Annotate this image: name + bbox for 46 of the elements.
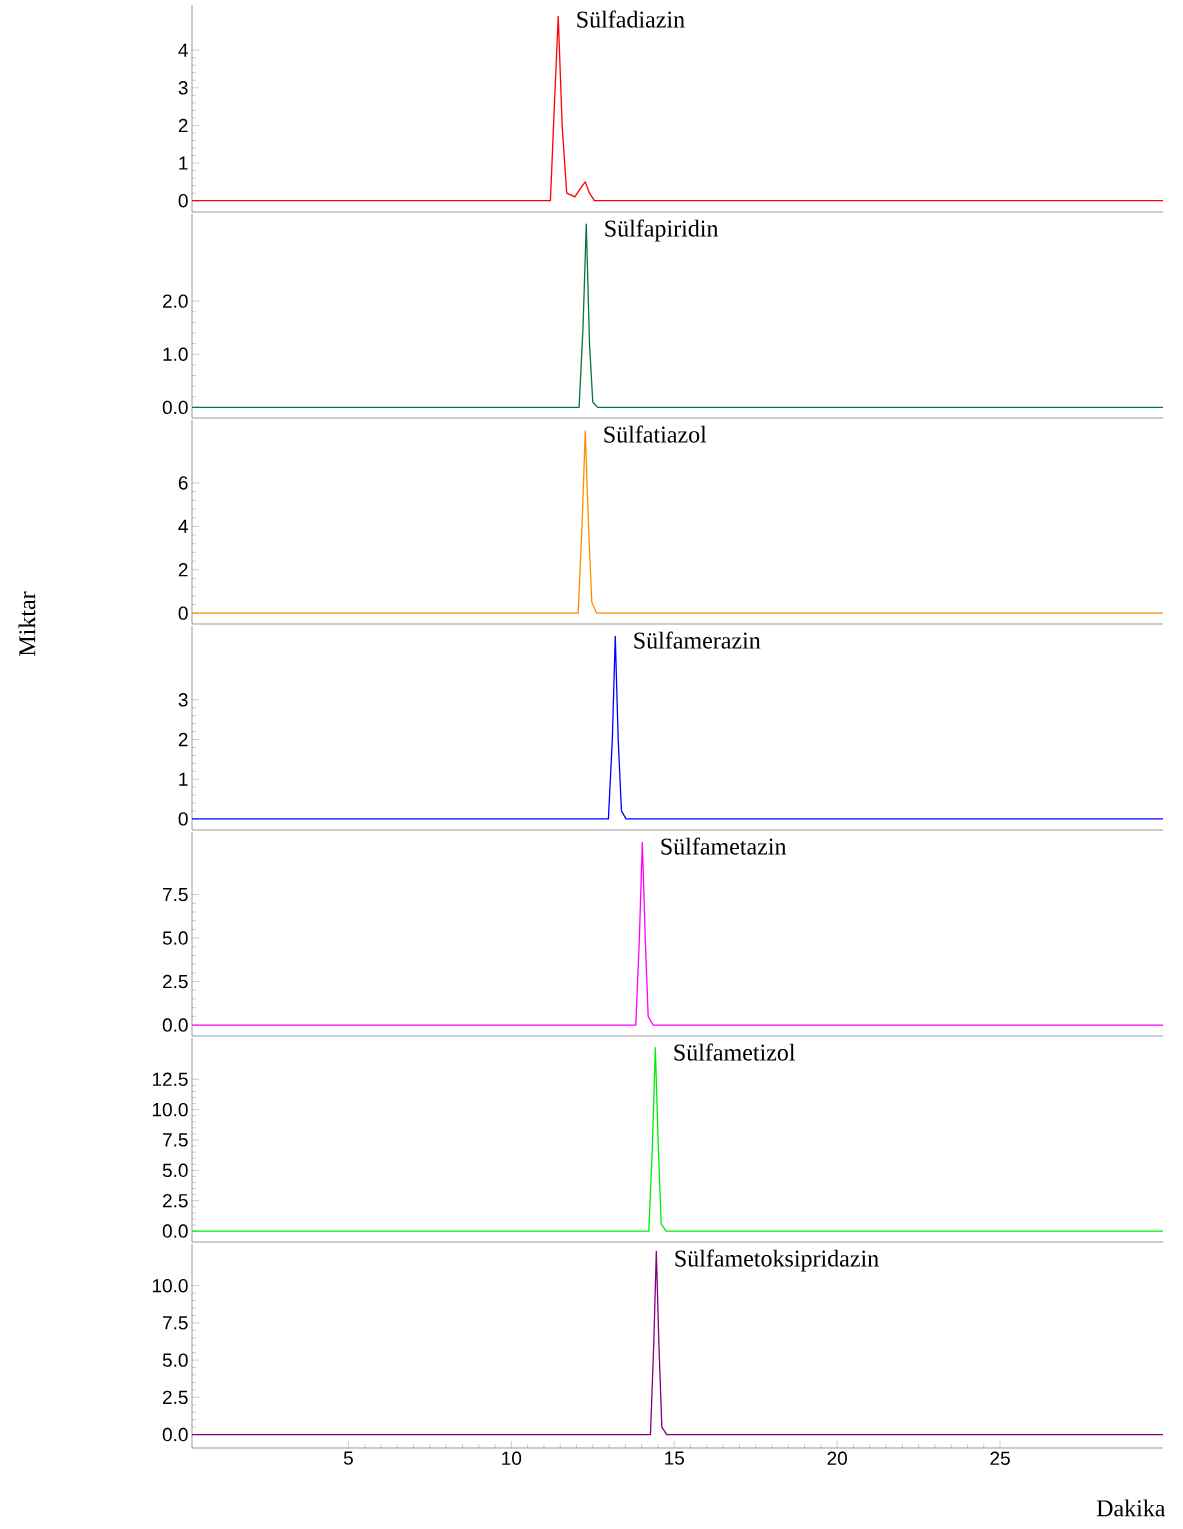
x-tick-label: 5 <box>343 1451 353 1465</box>
y-tick-label: 10.0 <box>152 1102 188 1117</box>
y-tick-label: 10.0 <box>152 1278 188 1293</box>
y-tick-label: 2.5 <box>163 1193 188 1208</box>
y-tick-label: 2.5 <box>163 1390 188 1405</box>
y-tick-label: 7.5 <box>163 1133 188 1147</box>
series-label: Sülfapiridin <box>605 219 719 242</box>
y-tick-label: 5.0 <box>162 1353 188 1367</box>
series-label: Sülfametizol <box>674 1043 796 1061</box>
line-series <box>191 1250 1164 1436</box>
x-tick-label: 20 <box>827 1451 847 1465</box>
y-axis-title: Miktar <box>18 591 36 656</box>
y-tick-label: 0 <box>178 193 188 208</box>
y-tick-label: 3 <box>178 81 188 95</box>
y-tick-label: 1 <box>179 772 188 786</box>
y-tick-label: 5.0 <box>162 931 188 945</box>
y-tick-label: 2 <box>178 563 188 577</box>
series-label: Sülfametazin <box>661 837 787 855</box>
y-tick-label: 6 <box>178 476 188 490</box>
y-tick-label: 4 <box>178 43 188 57</box>
y-tick-label: 2.0 <box>163 294 188 308</box>
series-label: Sülfatiazol <box>604 425 707 443</box>
y-tick-label: 2.5 <box>163 974 188 989</box>
y-tick-label: 0 <box>178 812 188 826</box>
y-tick-label: 0.0 <box>162 1018 188 1032</box>
y-tick-label: 3 <box>178 693 188 707</box>
y-tick-label: 1 <box>179 156 188 170</box>
y-tick-label: 0.0 <box>162 1224 188 1238</box>
y-tick-label: 0 <box>178 606 188 620</box>
x-tick-label: 15 <box>665 1451 685 1465</box>
x-tick-label: 10 <box>502 1451 522 1465</box>
series-label: Sülfamerazin <box>634 631 761 649</box>
y-tick-label: 7.5 <box>163 1316 188 1330</box>
y-tick-label: 2 <box>178 118 188 133</box>
x-tick-label: 25 <box>990 1451 1010 1465</box>
y-tick-label: 4 <box>178 519 188 533</box>
y-tick-label: 2 <box>178 732 188 747</box>
y-tick-label: 0.0 <box>162 1427 188 1442</box>
series-label: Sülfadiazin <box>577 10 685 28</box>
x-axis-title: Dakika <box>1096 1499 1166 1517</box>
y-tick-label: 0.0 <box>162 400 188 415</box>
y-tick-label: 5.0 <box>162 1163 188 1178</box>
y-tick-label: 7.5 <box>163 887 188 902</box>
y-tick-label: 1.0 <box>163 347 188 361</box>
y-tick-label: 12.5 <box>152 1072 188 1087</box>
series-label: Sülfametoksipridazin <box>675 1249 879 1272</box>
